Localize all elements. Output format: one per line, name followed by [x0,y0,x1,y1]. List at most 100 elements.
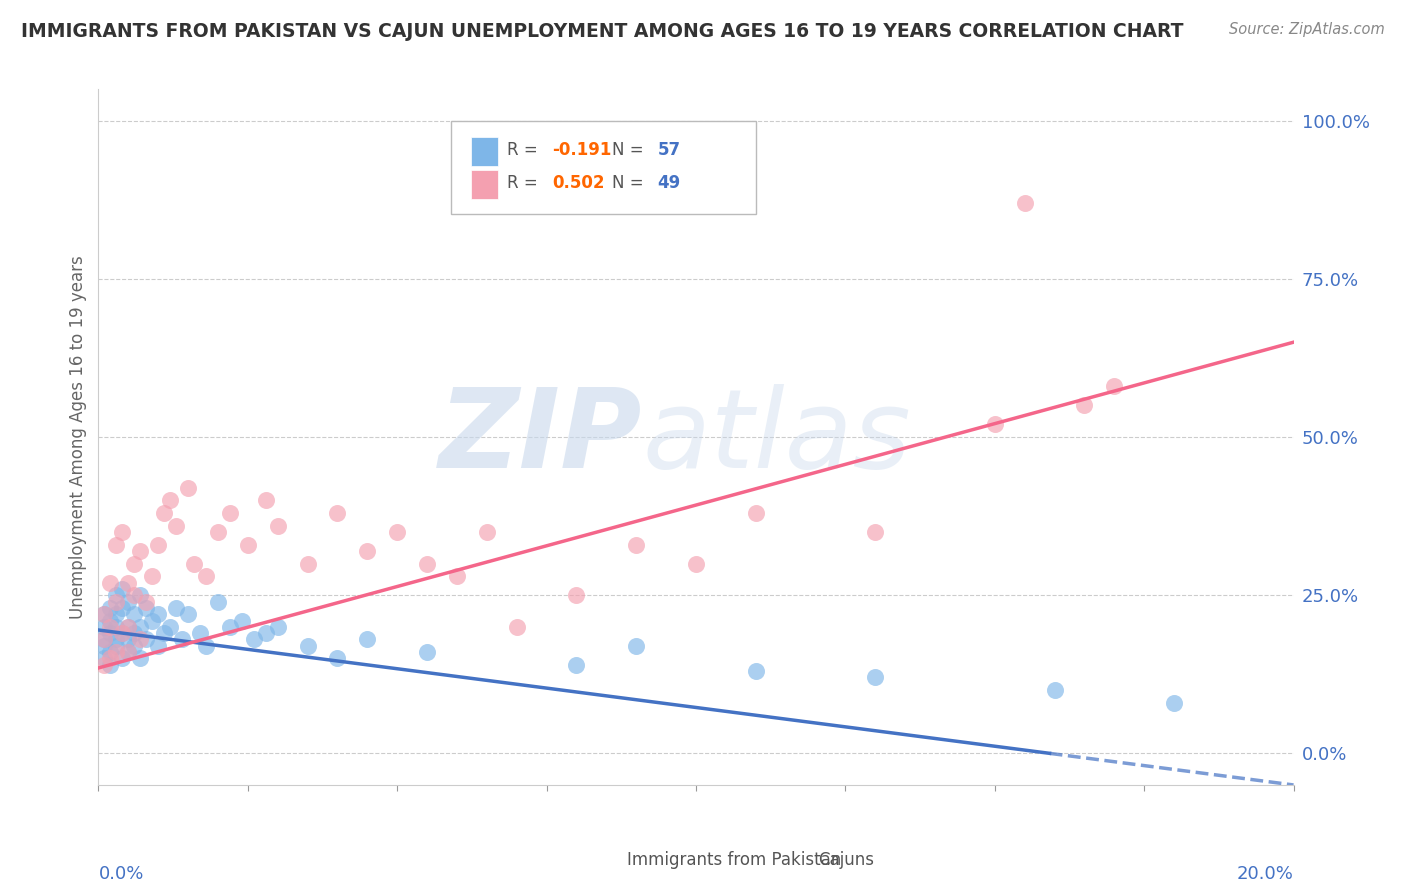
Point [117,645,139,659]
Point [385,524,409,539]
Point [153,626,176,640]
Point [135,600,157,615]
Point [297,557,319,571]
Point [183,557,205,571]
Point [153,506,176,520]
Point [416,557,439,571]
Point [267,518,290,533]
Text: Source: ZipAtlas.com: Source: ZipAtlas.com [1229,22,1385,37]
Point [1073,399,1095,413]
Point [231,614,253,628]
Point [129,651,152,665]
Text: 20.0%: 20.0% [1237,865,1294,883]
Point [745,664,768,678]
Point [111,524,134,539]
Text: Cajuns: Cajuns [818,851,875,869]
Point [98,657,122,672]
Text: Immigrants from Pakistan: Immigrants from Pakistan [627,851,841,869]
Point [1104,379,1126,393]
Point [98,645,122,659]
Point [93,607,115,622]
Point [254,626,277,640]
Text: R =: R = [508,142,543,160]
Point [745,506,768,520]
Point [111,626,134,640]
Point [93,639,115,653]
Point [565,657,588,672]
Point [117,620,139,634]
Point [105,645,128,659]
Point [356,632,378,647]
Point [105,620,128,634]
Point [1014,196,1036,211]
Point [129,620,152,634]
Point [207,594,229,608]
Point [297,639,319,653]
Text: N =: N = [613,174,650,192]
Point [98,614,122,628]
Point [865,670,887,684]
Point [267,620,290,634]
Point [565,588,588,602]
Point [124,557,146,571]
Point [105,639,128,653]
Point [98,626,122,640]
Point [117,620,139,634]
Point [326,651,349,665]
Point [129,544,152,558]
Text: atlas: atlas [643,384,911,491]
Point [93,651,115,665]
Point [105,632,128,647]
Point [159,620,181,634]
Text: -0.191: -0.191 [553,142,612,160]
Point [148,538,170,552]
Point [105,607,128,622]
Point [98,620,122,634]
Point [984,417,1007,432]
Point [626,639,648,653]
Point [111,582,134,596]
Text: R =: R = [508,174,543,192]
Point [135,632,157,647]
Point [159,493,181,508]
Point [124,588,146,602]
Point [124,639,146,653]
Point [117,645,139,659]
Point [195,569,218,583]
Text: IMMIGRANTS FROM PAKISTAN VS CAJUN UNEMPLOYMENT AMONG AGES 16 TO 19 YEARS CORRELA: IMMIGRANTS FROM PAKISTAN VS CAJUN UNEMPL… [21,22,1184,41]
Point [117,632,139,647]
Bar [471,137,498,167]
Point [1043,683,1066,698]
Text: 0.502: 0.502 [553,174,605,192]
Point [207,524,229,539]
Point [98,651,122,665]
Bar [595,847,620,872]
Point [177,481,200,495]
FancyBboxPatch shape [451,120,756,214]
Point [93,632,115,647]
Point [243,632,266,647]
Point [172,632,194,647]
Point [506,620,529,634]
Point [219,620,242,634]
Text: 49: 49 [658,174,681,192]
Point [254,493,277,508]
Point [188,626,211,640]
Point [165,518,187,533]
Bar [471,169,498,199]
Point [98,575,122,590]
Y-axis label: Unemployment Among Ages 16 to 19 years: Unemployment Among Ages 16 to 19 years [69,255,87,619]
Point [141,569,163,583]
Point [1163,696,1185,710]
Point [111,626,134,640]
Point [219,506,242,520]
Point [117,575,139,590]
Point [93,620,115,634]
Point [475,524,498,539]
Point [135,594,157,608]
Point [93,607,115,622]
Text: 0.0%: 0.0% [98,865,143,883]
Bar [786,847,811,872]
Point [195,639,218,653]
Point [685,557,707,571]
